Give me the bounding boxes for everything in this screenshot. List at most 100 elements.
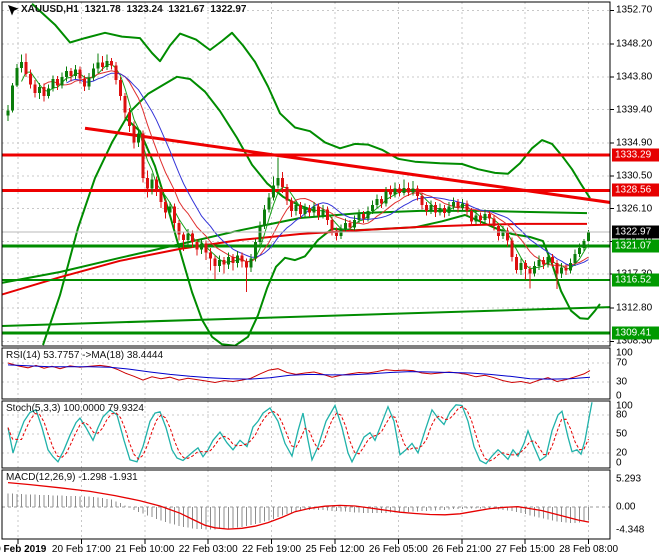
candle-down [389,191,392,195]
candle-up [60,76,64,86]
candle-down [348,222,352,228]
candle-up [47,88,50,97]
macd-scale-label: -4.348 [616,524,645,536]
candle-up [344,222,347,229]
candle-down [146,178,149,189]
candle-down [443,207,446,214]
candle-down [114,65,118,80]
ma-red-slow [2,222,587,296]
candle-up [560,267,563,274]
price-tick-label: 1343.80 [616,71,653,83]
candle-up [105,61,109,68]
candle-up [303,207,307,214]
candle-down [465,203,469,211]
candle-up [411,188,415,193]
candle-down [240,255,244,262]
candle-down [33,84,37,94]
candle-up [254,242,257,259]
candle-up [483,213,487,220]
candle-down [362,213,365,219]
candle-down [510,240,514,258]
candle-down [425,204,428,211]
candle-up [353,219,356,228]
candle-down [56,79,59,86]
candle-down [245,261,248,268]
time-axis-label: 27 Feb 15:00 [495,544,555,555]
macd-panel [2,470,610,539]
candle-down [119,79,122,97]
candle-up [533,266,536,274]
main-panel [2,2,610,346]
time-axis-label: 20 Feb 17:00 [51,544,111,555]
candle-up [267,197,271,210]
candle-down [141,133,145,179]
candle-down [69,70,73,77]
chart-symbol-title: XAUUSD,H1 1321.78 1323.24 1321.67 1322.9… [21,4,247,15]
price-tick-label: 1348.20 [616,38,653,50]
candle-down [191,233,194,243]
candle-up [249,258,253,268]
candle-up [263,209,266,226]
candle-up [227,257,230,265]
time-axis-label: 22 Feb 03:00 [178,544,238,555]
candle-down [159,190,163,202]
candle-down [213,258,217,267]
candle-down [195,242,199,250]
stoch-panel [2,401,610,468]
candle-down [326,209,329,220]
candle-down [231,257,235,264]
candle-down [555,263,559,274]
candle-down [173,206,176,223]
candle-down [506,230,509,241]
candle-up [92,68,95,78]
candle-down [524,263,527,270]
rsi-panel [2,348,610,399]
candle-down [470,210,473,222]
candle-up [339,228,343,237]
candle-up [11,85,14,111]
macd-scale-label: 0.00 [616,501,636,513]
thin-ma-line [66,72,589,267]
stoch-k-line [7,402,593,465]
candle-up [447,206,451,214]
candle-up [150,179,154,189]
candle-up [384,191,388,204]
candle-up [168,206,172,213]
candle-up [587,231,590,241]
candle-down [42,87,46,97]
price-tick-label: 1312.80 [616,302,653,314]
candle-up [38,87,41,94]
price-tick-label: 1308.30 [616,335,653,347]
rsi-line [7,362,591,384]
candle-up [519,263,523,270]
candle-down [479,215,482,220]
stoch-d-line [7,405,589,462]
candle-up [276,178,280,186]
candle-up [65,70,68,77]
trendline [2,306,610,327]
stoch-scale-label: 20 [616,447,628,459]
candle-down [335,230,338,237]
candle-down [110,61,113,66]
candle-up [20,61,23,68]
price-badge: 1309.41 [612,326,659,340]
candle-down [281,178,284,188]
candle-down [420,196,424,205]
candle-down [398,188,401,194]
candle-down [209,252,212,259]
candle-up [402,187,406,194]
candle-down [78,69,82,79]
candle-up [357,213,361,220]
candle-up [272,185,275,198]
candle-down [380,198,383,204]
price-tick-label: 1326.10 [616,203,653,215]
time-axis-label: 20 Feb 2019 [0,544,47,555]
candle-up [218,260,221,267]
candle-up [74,69,77,77]
macd-indicator-label: MACD(12,26,9) -1.298 -1.931 [6,472,138,483]
time-axis-label: 25 Feb 12:00 [305,544,365,555]
lower-band [124,117,601,346]
time-axis-label: 26 Feb 21:00 [432,544,492,555]
candle-down [416,188,419,197]
